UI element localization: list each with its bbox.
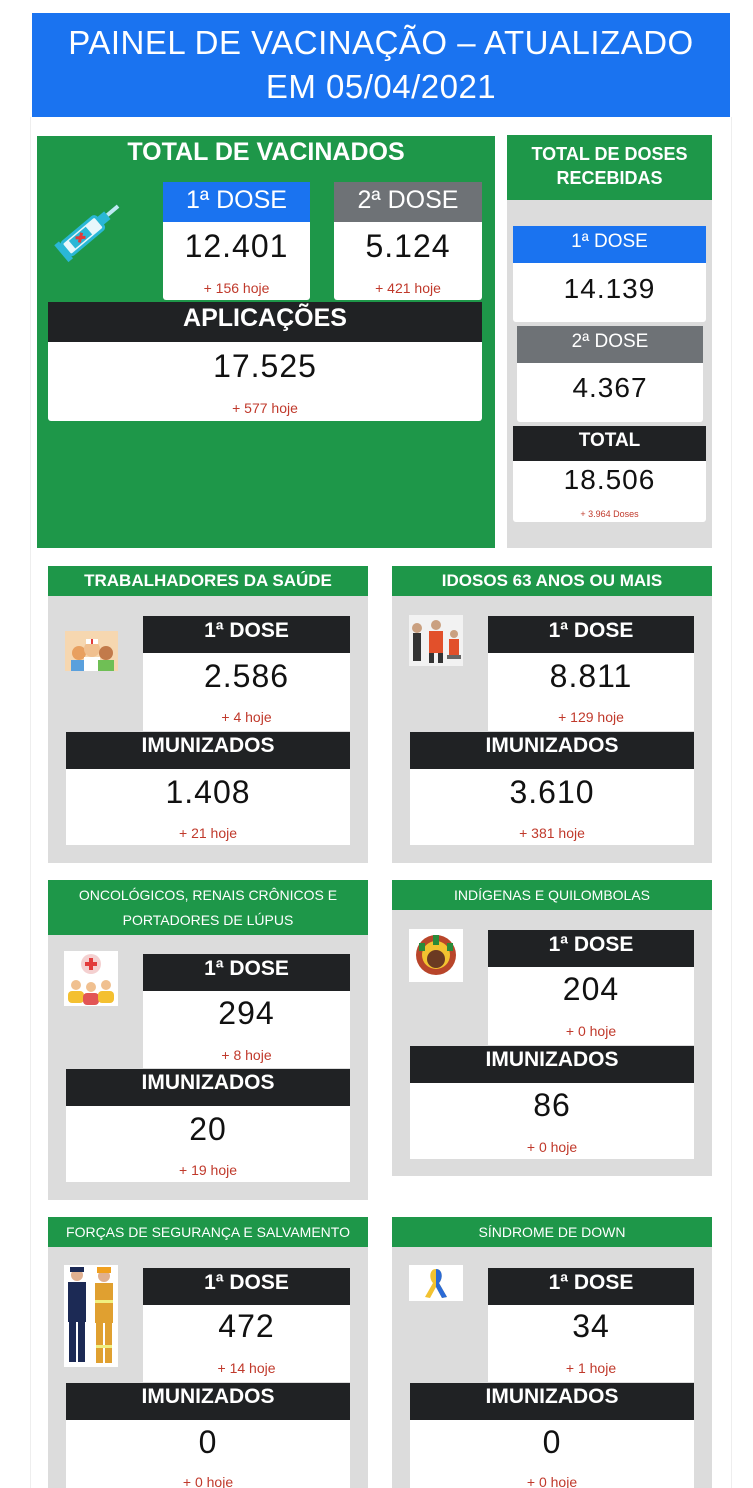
group-imun-label: IMUNIZADOS [66,1383,350,1420]
page-header: PAINEL DE VACINAÇÃO – ATUALIZADO EM 05/0… [32,13,730,117]
group-imun-today: + 21 hoje [179,825,237,841]
total-vaccinated-title: TOTAL DE VACINADOS [127,138,405,166]
group-imun-today: + 0 hoje [526,1474,578,1488]
dose2-today: + 421 hoje [375,280,441,296]
ribbon-icon [409,1265,463,1301]
group-imun-box [410,769,694,845]
group-dose1-label: 1ª DOSE [143,954,350,991]
elderly-icon [409,615,463,666]
group-imun-box [410,1420,694,1488]
received-dose1-value: 14.139 [563,273,656,304]
group-imun-today: + 381 hoje [519,825,585,841]
group-dose1-box [488,1305,694,1382]
received-total-label: TOTAL [513,426,706,461]
group-dose1-box [488,967,694,1045]
group-imun-label: IMUNIZADOS [66,732,350,769]
group-dose1-box [143,1305,350,1382]
doses-received-title-line2: RECEBIDAS [556,168,663,188]
doses-received-title-line1: TOTAL DE DOSES [531,144,688,164]
group-dose1-label: 1ª DOSE [488,1268,694,1305]
group-title: IDOSOS 63 ANOS OU MAIS [392,566,712,596]
group-dose1-today: + 1 hoje [565,1360,617,1376]
group-imun-box [410,1083,694,1159]
applications-label: APLICAÇÕES [48,302,482,342]
group-imun-label: IMUNIZADOS [410,732,694,769]
received-dose2-label: 2ª DOSE [517,326,703,363]
indigenous-icon [409,929,463,982]
group-dose1-today: + 14 hoje [217,1360,276,1376]
group-imun-value: 1.408 [165,774,251,810]
group-imun-box [66,1420,350,1488]
group-imun-label: IMUNIZADOS [410,1046,694,1083]
group-dose1-value: 294 [218,995,275,1031]
group-imun-value: 20 [189,1111,227,1147]
doses-received-title: TOTAL DE DOSES RECEBIDAS [507,135,712,200]
group-imun-label: IMUNIZADOS [66,1069,350,1106]
group-title: SÍNDROME DE DOWN [392,1217,712,1247]
group-imun-box [66,1106,350,1182]
group-dose1-value: 34 [572,1308,610,1344]
page-title-line2: EM 05/04/2021 [265,68,497,105]
applications-value: 17.525 [213,348,317,384]
group-dose1-value: 2.586 [203,658,290,694]
health-workers-icon [65,631,118,671]
dose1-value: 12.401 [184,228,289,264]
page-title-line1: PAINEL DE VACINAÇÃO – ATUALIZADO [68,24,694,61]
group-dose1-label: 1ª DOSE [488,930,694,967]
group-imun-value: 0 [542,1424,562,1460]
group-dose1-box [143,653,350,731]
group-dose1-label: 1ª DOSE [143,616,350,653]
received-total-value: 18.506 [563,464,656,495]
page-frame [30,117,732,1488]
group-dose1-value: 204 [562,971,620,1007]
group-dose1-value: 8.811 [549,658,633,694]
police-firefighter-icon [64,1265,118,1367]
patients-icon [64,951,118,1006]
group-dose1-label: 1ª DOSE [143,1268,350,1305]
group-title-line1: ONCOLÓGICOS, RENAIS CRÔNICOS E [78,886,338,903]
applications-today: + 577 hoje [232,400,298,416]
received-total-today: + 3.964 Doses [580,509,639,519]
received-dose2-value: 4.367 [572,372,648,403]
dose2-label: 2ª DOSE [334,182,482,222]
group-imun-label: IMUNIZADOS [410,1383,694,1420]
group-imun-value: 0 [198,1424,218,1460]
group-dose1-label: 1ª DOSE [488,616,694,653]
group-imun-value: 3.610 [509,774,595,810]
group-dose1-today: + 8 hoje [221,1047,272,1063]
group-imun-value: 86 [533,1087,571,1123]
syringe-icon [52,190,132,265]
group-dose1-box [488,653,694,731]
group-imun-box [66,769,350,845]
group-title: INDÍGENAS E QUILOMBOLAS [392,880,712,910]
group-title: FORÇAS DE SEGURANÇA E SALVAMENTO [48,1217,368,1247]
dose1-today: + 156 hoje [203,280,270,296]
group-imun-today: + 19 hoje [179,1162,237,1178]
group-dose1-box [143,991,350,1068]
received-dose1-label: 1ª DOSE [513,226,706,263]
group-title-line2: PORTADORES DE LÚPUS [122,911,294,928]
group-dose1-today: + 129 hoje [558,709,624,725]
group-imun-today: + 0 hoje [526,1139,578,1155]
group-dose1-today: + 4 hoje [221,709,272,725]
group-title: TRABALHADORES DA SAÚDE [48,566,368,596]
group-dose1-value: 472 [218,1308,275,1344]
group-title: ONCOLÓGICOS, RENAIS CRÔNICOS E PORTADORE… [48,880,368,935]
dose2-value: 5.124 [365,228,451,264]
dose1-label: 1ª DOSE [163,182,310,222]
group-dose1-today: + 0 hoje [565,1023,617,1039]
group-imun-today: + 0 hoje [182,1474,234,1488]
